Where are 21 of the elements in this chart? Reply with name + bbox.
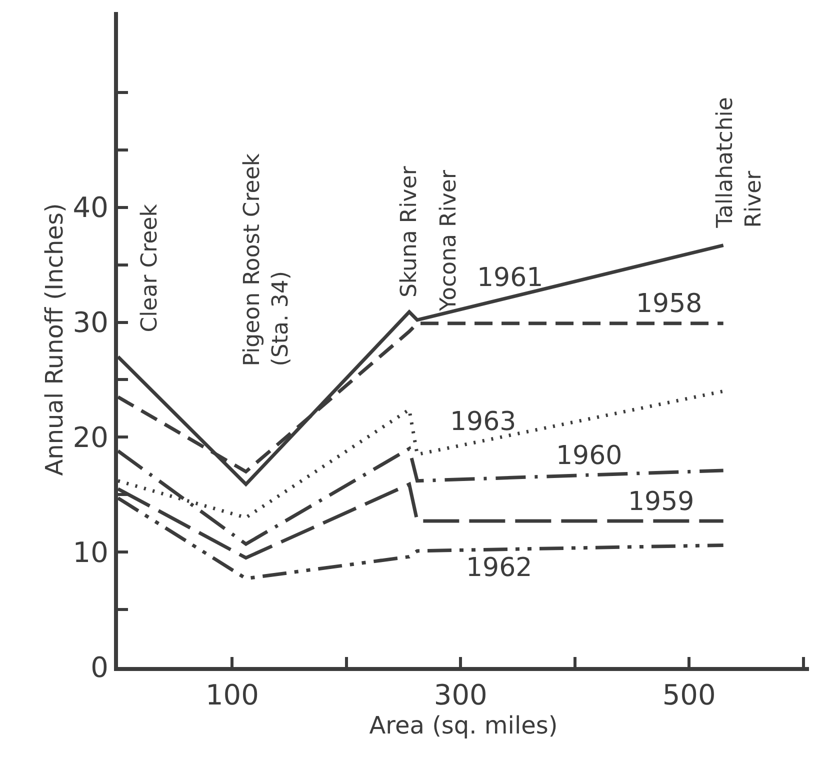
x-tick-label: 500 (662, 678, 716, 712)
y-tick-label: 20 (72, 420, 108, 454)
y-tick-label: 40 (72, 191, 108, 224)
series-label: 1961 (477, 263, 544, 293)
series-label: 1960 (556, 441, 622, 471)
series-label: 1959 (628, 487, 694, 517)
series-label: 1963 (450, 407, 516, 437)
annotation: Skuna River (396, 165, 422, 298)
y-axis-title: Annual Runoff (Inches) (40, 203, 68, 476)
y-tick-label: 0 (90, 650, 108, 684)
x-tick-label: 300 (434, 678, 488, 712)
series-label: 1962 (466, 553, 532, 583)
x-axis-title: Area (sq. miles) (369, 712, 558, 740)
x-tick-label: 100 (205, 678, 259, 712)
y-tick-label: 10 (72, 536, 108, 569)
annotation: Pigeon Roost Creek (Sta. 34) (240, 153, 294, 366)
y-tick-label: 30 (72, 306, 108, 340)
series-label: 1958 (636, 289, 702, 319)
annotation: Clear Creek (138, 204, 163, 332)
annotation: Yocona River (436, 169, 462, 312)
annotation: Tallahatchie River (713, 97, 767, 229)
